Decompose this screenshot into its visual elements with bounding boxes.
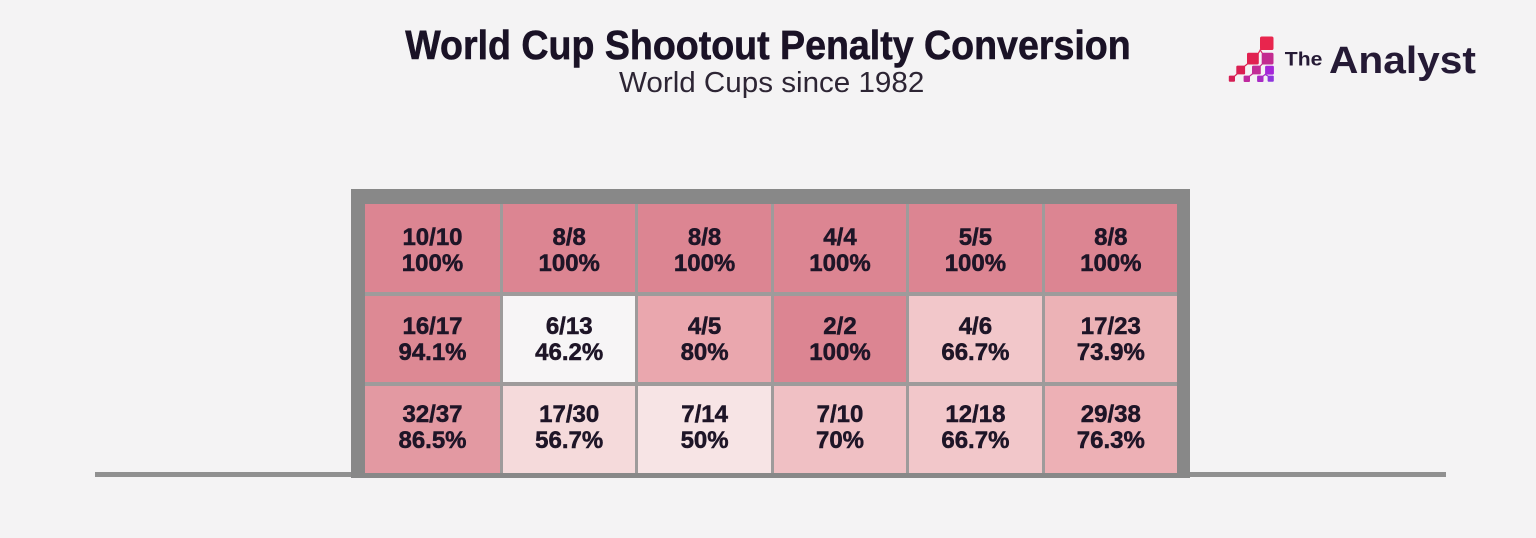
svg-text:The: The: [1285, 50, 1323, 71]
svg-text:Analyst: Analyst: [1329, 40, 1476, 82]
